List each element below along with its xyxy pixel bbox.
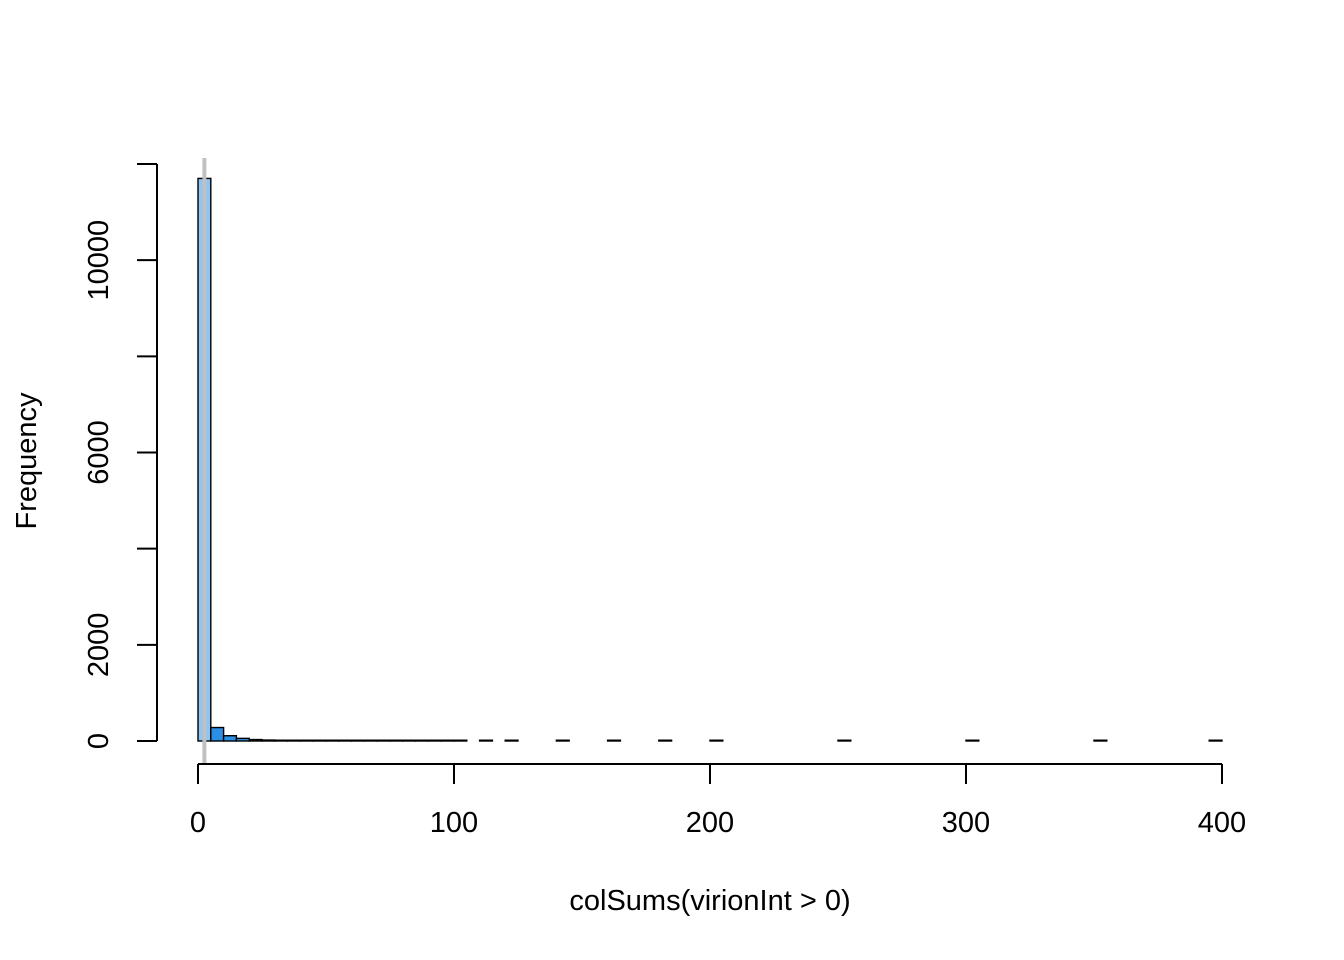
histogram-bar [389, 739, 404, 742]
histogram-bar [325, 739, 340, 742]
histogram-bar [350, 739, 366, 742]
y-tick-label: 6000 [83, 420, 115, 485]
histogram-bar [363, 739, 378, 742]
x-tick-label: 100 [430, 807, 478, 839]
histogram-bar [606, 739, 622, 742]
histogram-bar [658, 739, 673, 742]
histogram-bar [440, 739, 455, 742]
histogram-bar [286, 739, 302, 742]
x-tick-label: 0 [190, 807, 206, 839]
histogram-bar [1093, 739, 1108, 742]
histogram-bar [222, 735, 238, 742]
histogram-bar [478, 739, 494, 742]
x-tick-label: 400 [1198, 807, 1246, 839]
x-axis: 0 100 200 300 400 [190, 763, 1246, 839]
histogram-bar [504, 739, 519, 742]
histogram-bar [248, 738, 263, 742]
histogram-bar [453, 739, 468, 742]
histogram-bars [197, 177, 1223, 742]
y-tick-label: 0 [83, 733, 115, 749]
histogram-bar [555, 739, 570, 742]
y-axis: 0 2000 6000 10000 [83, 163, 158, 749]
histogram-bar [210, 726, 225, 742]
histogram-bar [376, 739, 391, 742]
x-axis-title: colSums(virionInt > 0) [569, 885, 850, 917]
histogram-bar [402, 739, 417, 742]
histogram-bar [235, 737, 250, 742]
x-tick-label: 300 [942, 807, 990, 839]
histogram-bar [837, 739, 852, 742]
histogram-bar [299, 739, 314, 742]
histogram-bar [414, 739, 430, 742]
histogram-bar [338, 739, 353, 742]
histogram-bar [965, 739, 980, 742]
x-tick-label: 200 [686, 807, 734, 839]
histogram-bar [1208, 739, 1223, 742]
histogram-bar [312, 739, 327, 742]
y-tick-label: 10000 [83, 220, 115, 301]
histogram-bar [261, 739, 276, 742]
histogram-bar [709, 739, 724, 742]
histogram-bar [427, 739, 442, 742]
y-axis-title: Frequency [11, 392, 43, 530]
y-tick-label: 2000 [83, 613, 115, 678]
histogram-bar [274, 739, 289, 742]
